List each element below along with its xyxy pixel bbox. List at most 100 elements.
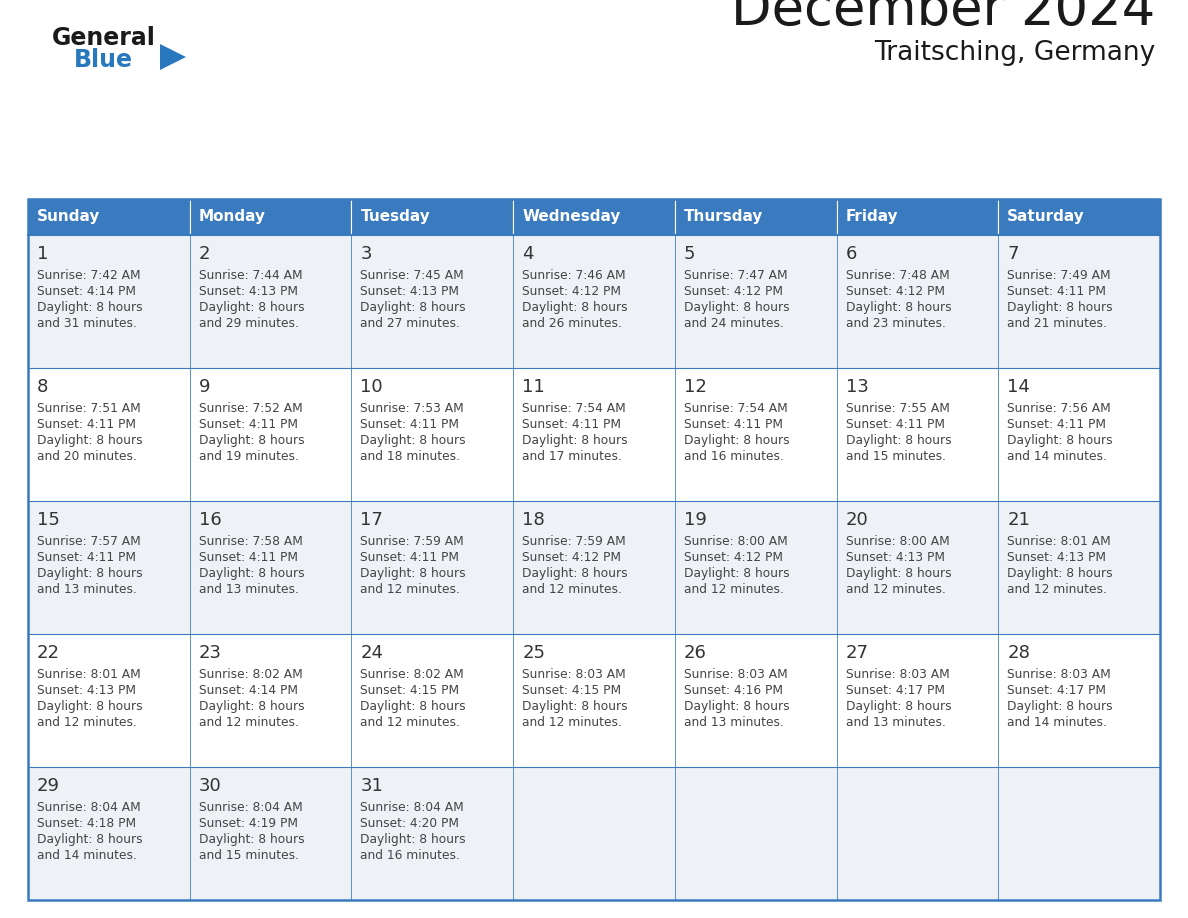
Bar [675, 199, 836, 235]
Text: Wednesday: Wednesday [523, 209, 620, 225]
Text: Daylight: 8 hours: Daylight: 8 hours [198, 567, 304, 580]
Text: and 14 minutes.: and 14 minutes. [1007, 716, 1107, 729]
Text: Sunrise: 7:48 AM: Sunrise: 7:48 AM [846, 269, 949, 282]
Text: and 15 minutes.: and 15 minutes. [846, 450, 946, 463]
Text: and 19 minutes.: and 19 minutes. [198, 450, 298, 463]
Bar [190, 634, 352, 767]
Text: Daylight: 8 hours: Daylight: 8 hours [684, 567, 790, 580]
Bar [190, 368, 352, 501]
Text: and 14 minutes.: and 14 minutes. [1007, 450, 1107, 463]
Text: and 15 minutes.: and 15 minutes. [198, 849, 298, 862]
Text: Sunrise: 7:54 AM: Sunrise: 7:54 AM [523, 402, 626, 415]
Text: Daylight: 8 hours: Daylight: 8 hours [360, 301, 466, 314]
Bar [998, 501, 1159, 634]
Bar [352, 368, 513, 501]
Text: and 21 minutes.: and 21 minutes. [1007, 317, 1107, 330]
Text: Sunset: 4:11 PM: Sunset: 4:11 PM [37, 551, 135, 564]
Text: and 12 minutes.: and 12 minutes. [37, 716, 137, 729]
Text: Sunrise: 7:53 AM: Sunrise: 7:53 AM [360, 402, 465, 415]
Text: and 27 minutes.: and 27 minutes. [360, 317, 460, 330]
Text: Daylight: 8 hours: Daylight: 8 hours [37, 301, 143, 314]
Text: Sunset: 4:11 PM: Sunset: 4:11 PM [360, 551, 460, 564]
Text: Friday: Friday [846, 209, 898, 225]
Text: Blue: Blue [74, 48, 133, 72]
Text: and 12 minutes.: and 12 minutes. [523, 583, 623, 596]
Text: Sunrise: 7:54 AM: Sunrise: 7:54 AM [684, 402, 788, 415]
Bar [998, 767, 1159, 900]
Text: Daylight: 8 hours: Daylight: 8 hours [37, 700, 143, 713]
Text: Saturday: Saturday [1007, 209, 1085, 225]
Text: Daylight: 8 hours: Daylight: 8 hours [846, 301, 952, 314]
Text: Daylight: 8 hours: Daylight: 8 hours [523, 700, 627, 713]
Text: and 23 minutes.: and 23 minutes. [846, 317, 946, 330]
Text: Daylight: 8 hours: Daylight: 8 hours [684, 434, 790, 447]
Text: Sunrise: 8:03 AM: Sunrise: 8:03 AM [684, 668, 788, 681]
Text: Sunset: 4:11 PM: Sunset: 4:11 PM [198, 551, 298, 564]
Text: Daylight: 8 hours: Daylight: 8 hours [360, 434, 466, 447]
Text: Daylight: 8 hours: Daylight: 8 hours [684, 301, 790, 314]
Text: Sunrise: 8:03 AM: Sunrise: 8:03 AM [1007, 668, 1111, 681]
Text: Daylight: 8 hours: Daylight: 8 hours [360, 700, 466, 713]
Text: and 29 minutes.: and 29 minutes. [198, 317, 298, 330]
Text: Sunset: 4:12 PM: Sunset: 4:12 PM [523, 551, 621, 564]
Bar [998, 235, 1159, 368]
Text: Sunrise: 8:01 AM: Sunrise: 8:01 AM [37, 668, 140, 681]
Text: and 12 minutes.: and 12 minutes. [360, 716, 460, 729]
Text: Traitsching, Germany: Traitsching, Germany [873, 40, 1155, 66]
Text: 13: 13 [846, 378, 868, 396]
Text: 8: 8 [37, 378, 49, 396]
Text: Sunset: 4:12 PM: Sunset: 4:12 PM [523, 285, 621, 298]
Bar [29, 199, 1159, 900]
Bar [836, 634, 998, 767]
Bar [513, 235, 675, 368]
Bar [675, 501, 836, 634]
Text: 26: 26 [684, 644, 707, 662]
Text: Sunrise: 7:46 AM: Sunrise: 7:46 AM [523, 269, 626, 282]
Text: Thursday: Thursday [684, 209, 763, 225]
Text: Sunset: 4:11 PM: Sunset: 4:11 PM [360, 418, 460, 431]
Bar [675, 235, 836, 368]
Text: Sunset: 4:12 PM: Sunset: 4:12 PM [684, 551, 783, 564]
Text: Sunrise: 7:45 AM: Sunrise: 7:45 AM [360, 269, 465, 282]
Text: Sunset: 4:19 PM: Sunset: 4:19 PM [198, 817, 298, 830]
Text: Sunrise: 7:49 AM: Sunrise: 7:49 AM [1007, 269, 1111, 282]
Bar [352, 501, 513, 634]
Bar [29, 368, 190, 501]
Text: 16: 16 [198, 511, 221, 529]
Text: and 20 minutes.: and 20 minutes. [37, 450, 137, 463]
Text: 21: 21 [1007, 511, 1030, 529]
Text: Sunset: 4:11 PM: Sunset: 4:11 PM [198, 418, 298, 431]
Text: and 12 minutes.: and 12 minutes. [684, 583, 784, 596]
Text: Daylight: 8 hours: Daylight: 8 hours [198, 301, 304, 314]
Text: Sunrise: 8:04 AM: Sunrise: 8:04 AM [198, 801, 303, 814]
Text: and 14 minutes.: and 14 minutes. [37, 849, 137, 862]
Text: 29: 29 [37, 777, 61, 795]
Text: Sunrise: 8:02 AM: Sunrise: 8:02 AM [360, 668, 465, 681]
Text: Sunset: 4:16 PM: Sunset: 4:16 PM [684, 684, 783, 697]
Text: 3: 3 [360, 245, 372, 263]
Text: 11: 11 [523, 378, 545, 396]
Text: Daylight: 8 hours: Daylight: 8 hours [684, 700, 790, 713]
Text: Daylight: 8 hours: Daylight: 8 hours [37, 833, 143, 846]
Text: Daylight: 8 hours: Daylight: 8 hours [37, 434, 143, 447]
Text: Sunset: 4:14 PM: Sunset: 4:14 PM [37, 285, 135, 298]
Text: and 13 minutes.: and 13 minutes. [37, 583, 137, 596]
Bar [513, 767, 675, 900]
Text: Daylight: 8 hours: Daylight: 8 hours [523, 567, 627, 580]
Text: Sunrise: 7:47 AM: Sunrise: 7:47 AM [684, 269, 788, 282]
Text: 27: 27 [846, 644, 868, 662]
Bar [190, 235, 352, 368]
Bar [352, 199, 513, 235]
Text: Tuesday: Tuesday [360, 209, 430, 225]
Text: Daylight: 8 hours: Daylight: 8 hours [523, 301, 627, 314]
Bar [190, 199, 352, 235]
Text: and 12 minutes.: and 12 minutes. [1007, 583, 1107, 596]
Bar [513, 634, 675, 767]
Text: December 2024: December 2024 [731, 0, 1155, 36]
Text: Monday: Monday [198, 209, 266, 225]
Text: 19: 19 [684, 511, 707, 529]
Text: Sunrise: 7:44 AM: Sunrise: 7:44 AM [198, 269, 302, 282]
Bar [998, 368, 1159, 501]
Text: Sunrise: 7:56 AM: Sunrise: 7:56 AM [1007, 402, 1111, 415]
Bar [29, 199, 190, 235]
